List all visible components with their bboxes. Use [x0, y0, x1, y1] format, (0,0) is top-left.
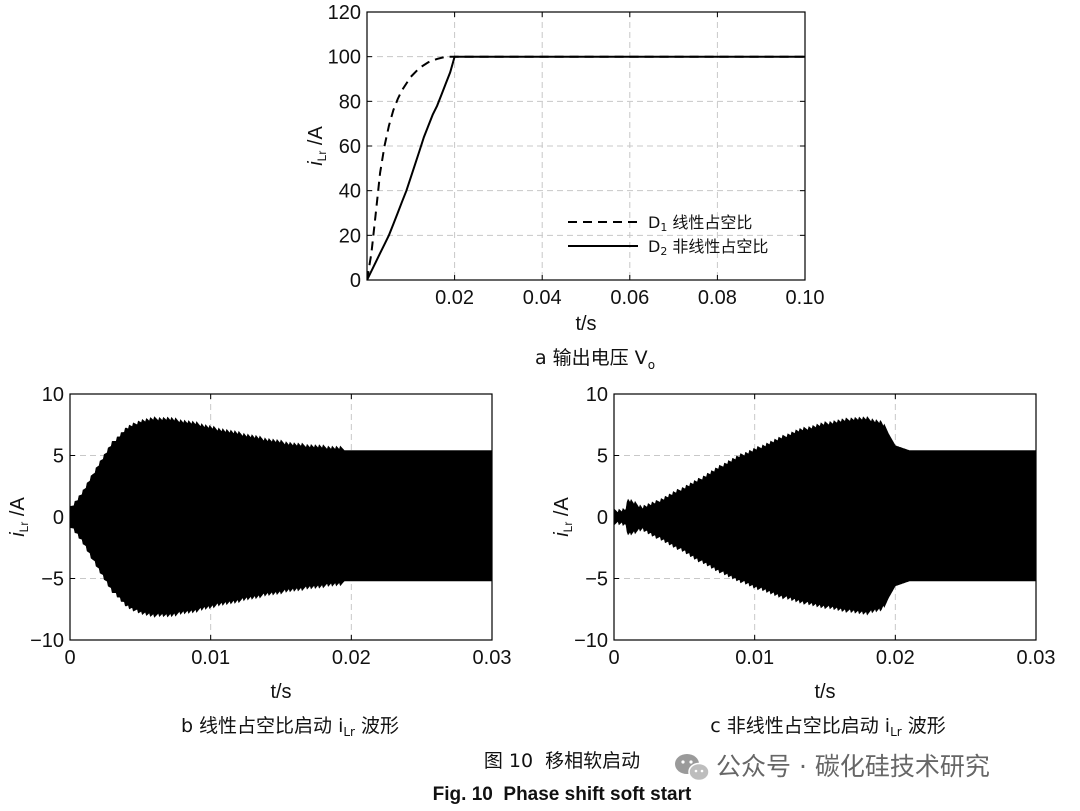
chart-b-linear-duty-current: 0 0.01 0.02 0.03 −10 −5 0 5 10 t/s iLr /A b 线性占空… — [7, 384, 511, 739]
y-tick-label: −5 — [585, 569, 608, 591]
chart-b-waveform — [70, 416, 492, 618]
y-tick-label: 10 — [586, 384, 608, 406]
figure-caption-en: Fig. 10 Phase shift soft start — [433, 784, 692, 805]
chart-c-ylabel: iLr /A — [551, 497, 575, 537]
y-tick-label: 20 — [339, 225, 361, 247]
chart-c-nonlinear-duty-current: 0 0.01 0.02 0.03 −10 −5 0 5 10 t/s iLr /A c 非线性占… — [551, 384, 1055, 739]
y-tick-label: 0 — [597, 507, 608, 529]
chart-a-caption: a 输出电压 Vo — [535, 347, 655, 372]
x-tick-label: 0.03 — [473, 647, 512, 669]
x-tick-label: 0 — [608, 647, 619, 669]
chart-c-xlabel: t/s — [814, 681, 835, 703]
y-tick-label: −10 — [574, 630, 608, 652]
x-tick-label: 0.02 — [435, 287, 474, 309]
x-tick-label: 0.04 — [523, 287, 562, 309]
chart-c-ticks: 0 0.01 0.02 0.03 −10 −5 0 5 10 — [574, 384, 1055, 669]
y-tick-label: 60 — [339, 136, 361, 158]
y-tick-label: 120 — [328, 2, 361, 24]
legend-label-d1: D1 线性占空比 — [648, 213, 752, 234]
y-tick-label: 10 — [42, 384, 64, 406]
y-tick-label: 40 — [339, 181, 361, 203]
y-tick-label: 0 — [53, 507, 64, 529]
y-tick-label: 5 — [53, 446, 64, 468]
figure-caption-cn: 图 10 移相软启动 — [484, 750, 640, 772]
x-tick-label: 0.08 — [698, 287, 737, 309]
x-tick-label: 0.06 — [610, 287, 649, 309]
chart-b-caption: b 线性占空比启动 iLr 波形 — [181, 715, 399, 739]
y-tick-label: 0 — [350, 270, 361, 292]
x-tick-label: 0.03 — [1017, 647, 1056, 669]
y-tick-label: 5 — [597, 446, 608, 468]
y-tick-label: −10 — [30, 630, 64, 652]
chart-b-ticks: 0 0.01 0.02 0.03 −10 −5 0 5 10 — [30, 384, 511, 669]
watermark: 公众号 · 碳化硅技术研究 — [675, 752, 990, 782]
y-tick-label: 80 — [339, 91, 361, 113]
chart-b-xlabel: t/s — [270, 681, 291, 703]
chart-a-legend: D1 线性占空比 D2 非线性占空比 — [568, 213, 768, 258]
waveform-envelope — [614, 416, 1036, 616]
y-tick-label: 100 — [328, 47, 361, 69]
chart-b-ylabel: iLr /A — [7, 497, 31, 537]
chart-a-ticks: 0.02 0.04 0.06 0.08 0.10 0 20 40 60 80 100 120 — [328, 2, 825, 309]
chart-a-xlabel: t/s — [575, 313, 596, 335]
waveform-envelope — [70, 416, 492, 618]
y-tick-label: −5 — [41, 569, 64, 591]
chart-a-lines — [367, 55, 805, 280]
chart-c-caption: c 非线性占空比启动 iLr 波形 — [710, 715, 945, 739]
series-line-d2 — [367, 55, 805, 280]
x-tick-label: 0.01 — [735, 647, 774, 669]
x-tick-label: 0.01 — [191, 647, 230, 669]
legend-label-d2: D2 非线性占空比 — [648, 237, 768, 258]
chart-a-ylabel: iLr /A — [305, 126, 329, 166]
x-tick-label: 0.10 — [786, 287, 825, 309]
chart-c-waveform — [614, 416, 1036, 616]
x-tick-label: 0.02 — [876, 647, 915, 669]
x-tick-label: 0 — [64, 647, 75, 669]
watermark-text: 公众号 · 碳化硅技术研究 — [716, 752, 990, 781]
x-tick-label: 0.02 — [332, 647, 371, 669]
series-line-d1 — [367, 55, 805, 280]
wechat-icon — [675, 754, 710, 782]
